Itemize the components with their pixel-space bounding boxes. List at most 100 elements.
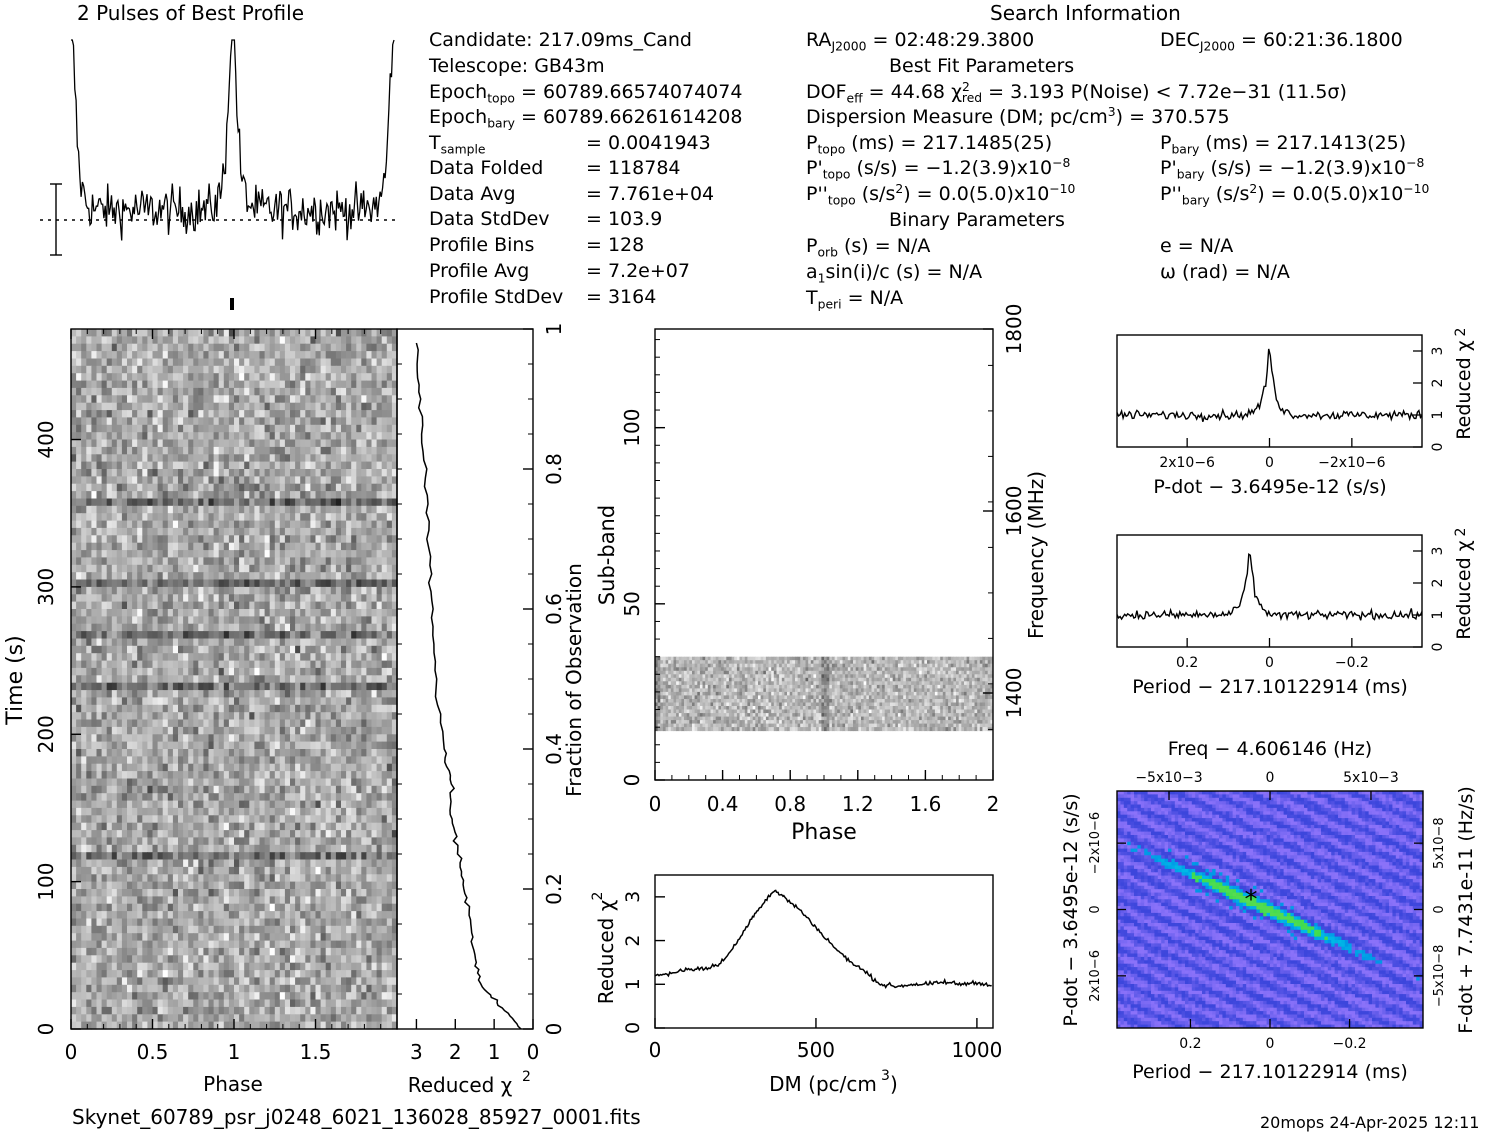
- heat-cell: [224, 521, 230, 529]
- heat-cell: [356, 860, 362, 868]
- heat-cell: [97, 631, 103, 639]
- heat-cell: [346, 417, 352, 425]
- heat-cell: [305, 329, 311, 337]
- heat-cell: [76, 417, 82, 425]
- heat-cell: [249, 749, 255, 757]
- heat-cell: [249, 351, 255, 359]
- heat-cell: [153, 565, 159, 573]
- heat-cell: [178, 506, 184, 514]
- heat-cell: [214, 580, 220, 588]
- heat-cell: [234, 860, 240, 868]
- heat-cell: [178, 896, 184, 904]
- heat-cell: [361, 823, 367, 831]
- heat-cell: [178, 521, 184, 529]
- heat-cell: [173, 528, 179, 536]
- heat-cell: [234, 801, 240, 809]
- heat-cell: [265, 454, 271, 462]
- heat-cell: [270, 683, 276, 691]
- heat-cell: [234, 580, 240, 588]
- heat-cell: [336, 801, 342, 809]
- heat-cell: [366, 801, 372, 809]
- heat-cell: [326, 823, 332, 831]
- heat-cell: [331, 440, 337, 448]
- heat-cell: [249, 639, 255, 647]
- heat-cell: [122, 587, 128, 595]
- heat-cell: [142, 852, 148, 860]
- heat-cell: [305, 432, 311, 440]
- heat-cell: [86, 410, 92, 418]
- heat-cell: [249, 771, 255, 779]
- heat-cell: [97, 734, 103, 742]
- heat-cell: [275, 373, 281, 381]
- heat-cell: [97, 874, 103, 882]
- heat-cell: [97, 462, 103, 470]
- heat-cell: [305, 815, 311, 823]
- heat-cell: [229, 771, 235, 779]
- heat-cell: [183, 720, 189, 728]
- heat-cell: [142, 432, 148, 440]
- heat-cell: [244, 440, 250, 448]
- heat-cell: [321, 697, 327, 705]
- heat-cell: [295, 661, 301, 669]
- heat-cell: [305, 764, 311, 772]
- heat-cell: [178, 528, 184, 536]
- heat-cell: [265, 624, 271, 632]
- heat-cell: [122, 749, 128, 757]
- heat-cell: [132, 749, 138, 757]
- heat-cell: [137, 432, 143, 440]
- heat-cell: [127, 432, 133, 440]
- heat-cell: [203, 417, 209, 425]
- heat-cell: [183, 484, 189, 492]
- heat-cell: [122, 395, 128, 403]
- heat-cell: [97, 410, 103, 418]
- heat-cell: [193, 860, 199, 868]
- heat-cell: [163, 690, 169, 698]
- heat-cell: [305, 882, 311, 890]
- heat-cell: [305, 697, 311, 705]
- heat-cell: [275, 653, 281, 661]
- heat-cell: [71, 462, 77, 470]
- heat-cell: [173, 572, 179, 580]
- heat-cell: [290, 882, 296, 890]
- heat-cell: [244, 830, 250, 838]
- heat-cell: [254, 417, 260, 425]
- heat-cell: [193, 624, 199, 632]
- heat-cell: [117, 734, 123, 742]
- heat-cell: [163, 373, 169, 381]
- heat-cell: [178, 653, 184, 661]
- heat-cell: [97, 756, 103, 764]
- heat-cell: [76, 830, 82, 838]
- heat-cell: [321, 506, 327, 514]
- heat-cell: [351, 837, 357, 845]
- heat-cell: [81, 484, 87, 492]
- heat-cell: [203, 403, 209, 411]
- heat-cell: [249, 432, 255, 440]
- heat-cell: [198, 845, 204, 853]
- heat-cell: [209, 336, 215, 344]
- heat-cell: [239, 727, 245, 735]
- heat-cell: [168, 845, 174, 853]
- heat-cell: [188, 882, 194, 890]
- heat-cell: [173, 852, 179, 860]
- heat-cell: [76, 594, 82, 602]
- heat-cell: [351, 734, 357, 742]
- heat-cell: [198, 425, 204, 433]
- heat-cell: [316, 764, 322, 772]
- heat-cell: [219, 845, 225, 853]
- heat-cell: [183, 587, 189, 595]
- heat-cell: [132, 683, 138, 691]
- heat-cell: [112, 845, 118, 853]
- heat-cell: [163, 491, 169, 499]
- heat-cell: [112, 860, 118, 868]
- heat-cell: [153, 572, 159, 580]
- heat-cell: [290, 837, 296, 845]
- heat-cell: [224, 395, 230, 403]
- heat-cell: [76, 440, 82, 448]
- heat-cell: [234, 867, 240, 875]
- heat-cell: [122, 675, 128, 683]
- heat-cell: [336, 587, 342, 595]
- heat-cell: [91, 705, 97, 713]
- heat-cell: [173, 786, 179, 794]
- heat-cell: [356, 440, 362, 448]
- heat-cell: [102, 793, 108, 801]
